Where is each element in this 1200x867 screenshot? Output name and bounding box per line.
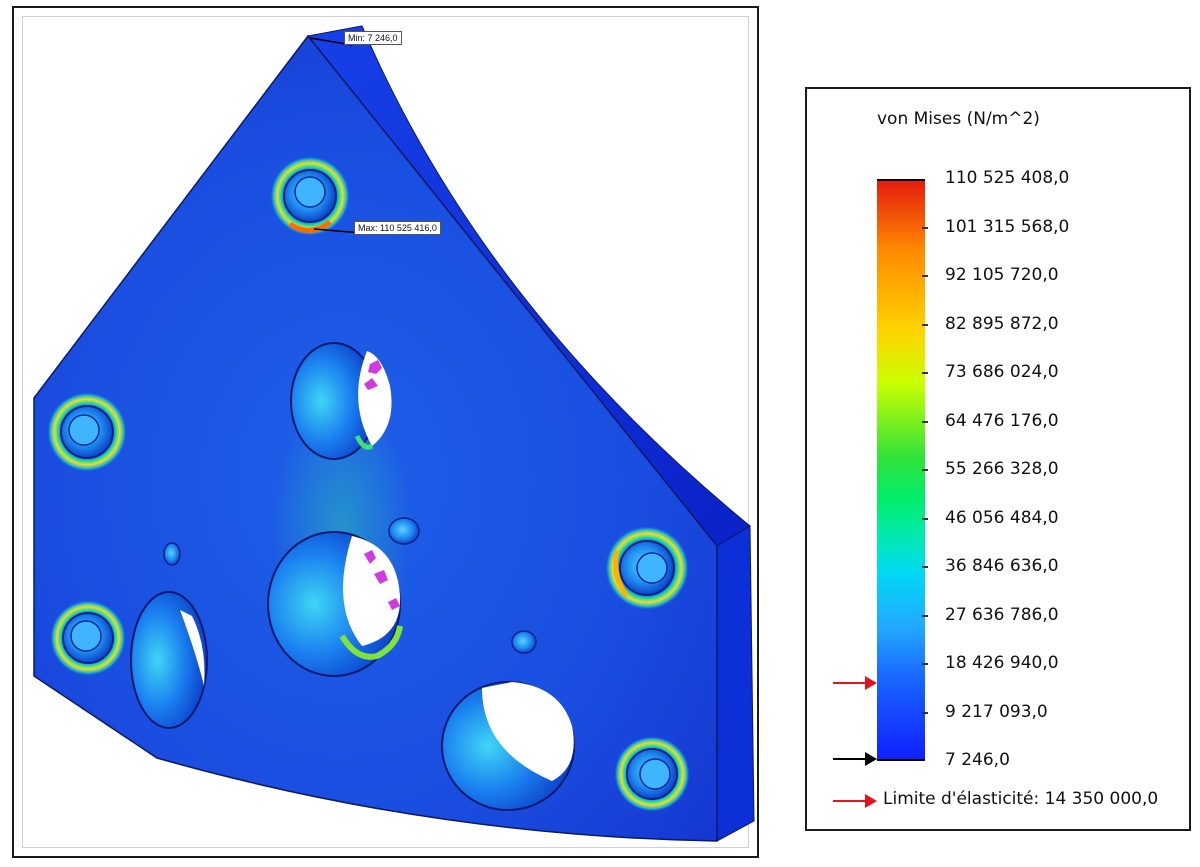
legend-tick-label: 64 476 176,0	[945, 410, 1059, 431]
legend-tick-mark	[922, 275, 928, 277]
legend-tick-mark	[922, 566, 928, 568]
bolt-hole-lower-right	[614, 736, 690, 812]
through-hole-upper	[290, 342, 392, 460]
legend-tick-label: 110 525 408,0	[945, 168, 1070, 188]
min-marker-arrow	[833, 752, 877, 766]
legend-tick-mark	[922, 469, 928, 471]
yield-marker-arrow	[833, 676, 877, 690]
viewport-frame	[22, 16, 749, 848]
legend-tick-label: 55 266 328,0	[945, 459, 1059, 479]
stress-plot-svg	[33, 25, 755, 842]
through-hole-middle	[267, 531, 403, 677]
legend-tick-label: 82 895 872,0	[945, 313, 1059, 334]
legend-tick-mark	[922, 663, 928, 665]
pin-hole-center	[388, 517, 420, 545]
model-viewport[interactable]: Min: 7 246,0 Max: 110 525 416,0	[12, 6, 759, 858]
stress-legend: von Mises (N/m^2) 110 525 408,0 101 315 5…	[805, 87, 1191, 831]
legend-tick-label: 7 246,0	[945, 750, 1010, 770]
bolt-hole-top	[270, 156, 350, 236]
bolt-hole-lower-left	[50, 600, 126, 676]
legend-tick-label: 101 315 568,0	[945, 216, 1070, 237]
legend-title: von Mises (N/m^2)	[877, 109, 1040, 129]
legend-tick-mark	[922, 711, 928, 714]
legend-tick-label: 18 426 940,0	[945, 653, 1059, 673]
legend-tick-mark	[922, 614, 928, 617]
legend-tick-label: 46 056 484,0	[945, 507, 1059, 528]
legend-tick-mark	[922, 323, 928, 326]
legend-tick-label: 27 636 786,0	[945, 604, 1059, 625]
legend-tick-mark	[922, 420, 928, 423]
legend-tick-mark	[922, 517, 928, 520]
legend-tick-label: 73 686 024,0	[945, 362, 1059, 382]
colorbar	[877, 179, 925, 761]
bolt-hole-right	[605, 526, 689, 610]
legend-tick-label: 9 217 093,0	[945, 701, 1048, 722]
yield-legend-arrow	[833, 794, 877, 808]
through-hole-bottom	[441, 681, 575, 811]
legend-tick-label: 36 846 636,0	[945, 556, 1059, 576]
pin-hole-left	[163, 542, 181, 566]
legend-tick-label: 92 105 720,0	[945, 265, 1059, 285]
bolt-hole-left	[47, 392, 127, 472]
legend-tick-mark	[922, 372, 928, 374]
max-marker-label[interactable]: Max: 110 525 416,0	[354, 221, 441, 235]
legend-tick-mark	[922, 226, 928, 229]
min-marker-label[interactable]: Min: 7 246,0	[344, 31, 402, 45]
pin-hole-right	[511, 630, 537, 654]
yield-strength-label: Limite d'élasticité: 14 350 000,0	[883, 789, 1159, 809]
plate-end-face	[716, 525, 755, 842]
through-hole-left	[130, 591, 208, 729]
